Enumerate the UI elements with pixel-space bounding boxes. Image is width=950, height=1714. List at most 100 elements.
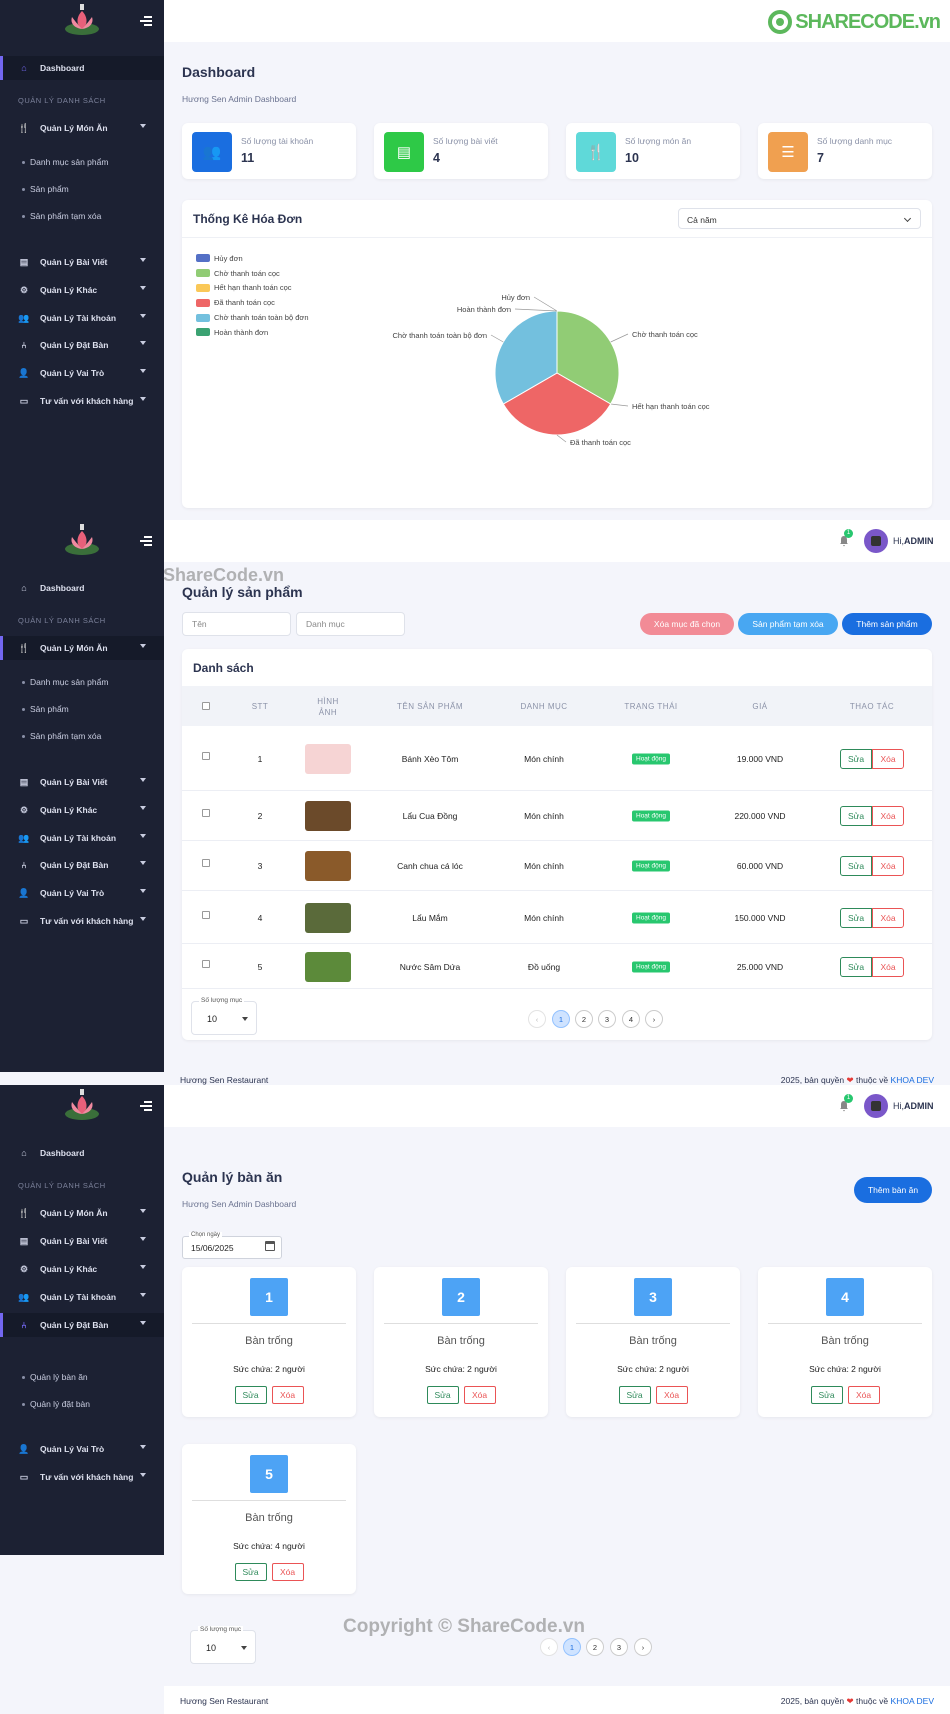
legend-item[interactable]: Hết hạn thanh toán cọc <box>196 281 309 296</box>
edit-button[interactable]: Sửa <box>840 806 872 826</box>
add-table-button[interactable]: Thêm bàn ăn <box>854 1177 932 1203</box>
legend-item[interactable]: Hoàn thành đơn <box>196 325 309 340</box>
sidebar-item-bai-viet[interactable]: ▤ Quản Lý Bài Viết <box>0 250 164 274</box>
menu-toggle-icon[interactable] <box>140 16 152 26</box>
trash-products-button[interactable]: Sản phẩm tạm xóa <box>738 613 838 635</box>
sidebar-item-dat-ban[interactable]: ⑃ Quản Lý Đặt Bàn <box>0 1313 164 1337</box>
prev-page-button[interactable]: ‹ <box>540 1638 558 1656</box>
sidebar-item-tu-van[interactable]: ▭ Tư vấn với khách hàng <box>0 389 164 413</box>
sidebar-item-tai-khoan[interactable]: 👥 Quản Lý Tài khoản <box>0 826 164 850</box>
footer-link[interactable]: KHOA DEV <box>890 1075 934 1085</box>
page-button[interactable]: 4 <box>622 1010 640 1028</box>
delete-button[interactable]: Xóa <box>271 1563 304 1581</box>
legend-item[interactable]: Chờ thanh toán cọc <box>196 266 309 281</box>
sidebar-item-khac[interactable]: ⚙ Quản Lý Khác <box>0 798 164 822</box>
bell-icon[interactable] <box>838 535 850 547</box>
delete-button[interactable]: Xóa <box>872 956 904 977</box>
edit-button[interactable]: Sửa <box>840 856 872 876</box>
sidebar-subitem-danh-muc[interactable]: Danh mục sản phẩm <box>22 677 108 687</box>
edit-button[interactable]: Sửa <box>234 1563 267 1581</box>
sidebar-item-bai-viet[interactable]: ▤ Quản Lý Bài Viết <box>0 1229 164 1253</box>
edit-button[interactable]: Sửa <box>234 1386 267 1404</box>
sidebar-item-dat-ban[interactable]: ⑃ Quản Lý Đặt Bàn <box>0 853 164 877</box>
delete-button[interactable]: Xóa <box>872 748 904 769</box>
sidebar-item-mon-an[interactable]: 🍴 Quản Lý Món Ăn <box>0 116 164 140</box>
delete-button[interactable]: Xóa <box>847 1386 880 1404</box>
sidebar-item-vai-tro[interactable]: 👤 Quản Lý Vai Trò <box>0 361 164 385</box>
add-product-button[interactable]: Thêm sản phẩm <box>842 613 932 635</box>
edit-button[interactable]: Sửa <box>840 907 872 928</box>
footer-link[interactable]: KHOA DEV <box>890 1696 934 1706</box>
sidebar-item-tu-van[interactable]: ▭ Tư vấn với khách hàng <box>0 1465 164 1489</box>
edit-button[interactable]: Sửa <box>840 956 872 977</box>
delete-button[interactable]: Xóa <box>271 1386 304 1404</box>
sidebar-item-dashboard[interactable]: ⌂ Dashboard <box>0 1141 164 1165</box>
next-page-button[interactable]: › <box>645 1010 663 1028</box>
sidebar-subitem-tam-xoa[interactable]: Sản phẩm tạm xóa <box>22 211 101 221</box>
sidebar-subitem-san-pham[interactable]: Sản phẩm <box>22 704 69 714</box>
row-checkbox[interactable] <box>202 809 210 817</box>
date-picker[interactable]: Chọn ngày 15/06/2025 <box>182 1232 282 1259</box>
sidebar-item-mon-an[interactable]: 🍴 Quản Lý Món Ăn <box>0 1201 164 1225</box>
delete-button[interactable]: Xóa <box>872 806 904 826</box>
page-button[interactable]: 3 <box>598 1010 616 1028</box>
edit-button[interactable]: Sửa <box>426 1386 459 1404</box>
sidebar-subitem-san-pham[interactable]: Sản phẩm <box>22 184 69 194</box>
delete-button[interactable]: Xóa <box>872 856 904 876</box>
row-checkbox[interactable] <box>202 751 210 760</box>
chevron-down-icon <box>140 861 146 865</box>
sidebar-item-dashboard[interactable]: ⌂ Dashboard <box>0 576 164 600</box>
legend-item[interactable]: Đã thanh toán cọc <box>196 295 309 310</box>
row-checkbox[interactable] <box>202 910 210 919</box>
page-button[interactable]: 2 <box>575 1010 593 1028</box>
bell-icon[interactable] <box>838 1100 850 1112</box>
sidebar-subitem-tam-xoa[interactable]: Sản phẩm tạm xóa <box>22 731 101 741</box>
delete-button[interactable]: Xóa <box>463 1386 496 1404</box>
page-button[interactable]: 1 <box>552 1010 570 1028</box>
filter-category-input[interactable]: Danh mục <box>296 612 405 636</box>
next-page-button[interactable]: › <box>634 1638 652 1656</box>
sidebar-item-tu-van[interactable]: ▭ Tư vấn với khách hàng <box>0 909 164 933</box>
sidebar-item-mon-an[interactable]: 🍴 Quản Lý Món Ăn <box>0 636 164 660</box>
row-checkbox[interactable] <box>202 959 210 968</box>
menu-toggle-icon[interactable] <box>140 536 152 546</box>
delete-selected-button[interactable]: Xóa mục đã chọn <box>640 613 734 635</box>
sidebar-item-khac[interactable]: ⚙ Quản Lý Khác <box>0 278 164 302</box>
sharecode-logo-icon <box>768 10 793 34</box>
per-page-select[interactable]: Số lượng mục 10 <box>190 1626 256 1664</box>
sidebar-item-dat-ban[interactable]: ⑃ Quản Lý Đặt Bàn <box>0 333 164 357</box>
menu-toggle-icon[interactable] <box>140 1101 152 1111</box>
prev-page-button[interactable]: ‹ <box>528 1010 546 1028</box>
sidebar-item-dashboard[interactable]: ⌂ Dashboard <box>0 56 164 80</box>
edit-button[interactable]: Sửa <box>840 748 872 769</box>
page-button[interactable]: 2 <box>586 1638 604 1656</box>
select-all-checkbox[interactable] <box>202 702 210 710</box>
legend-item[interactable]: Hủy đơn <box>196 251 309 266</box>
edit-button[interactable]: Sửa <box>810 1386 843 1404</box>
users-icon: 👥 <box>18 312 30 323</box>
product-thumbnail <box>305 743 351 774</box>
sidebar-item-tai-khoan[interactable]: 👥 Quản Lý Tài khoản <box>0 306 164 330</box>
avatar[interactable] <box>864 1094 888 1118</box>
sidebar-item-vai-tro[interactable]: 👤 Quản Lý Vai Trò <box>0 1437 164 1461</box>
sidebar-item-khac[interactable]: ⚙ Quản Lý Khác <box>0 1257 164 1281</box>
period-select[interactable]: Cả năm <box>678 208 921 229</box>
sidebar-subitem-ban-an[interactable]: Quản lý bàn ăn <box>22 1372 88 1382</box>
calendar-icon[interactable] <box>265 1241 275 1251</box>
chevron-down-icon <box>140 917 146 921</box>
per-page-select[interactable]: Số lượng mục 10 <box>191 997 257 1035</box>
page-button[interactable]: 3 <box>610 1638 628 1656</box>
sidebar-item-vai-tro[interactable]: 👤 Quản Lý Vai Trò <box>0 881 164 905</box>
sidebar-item-tai-khoan[interactable]: 👥 Quản Lý Tài khoản <box>0 1285 164 1309</box>
edit-button[interactable]: Sửa <box>618 1386 651 1404</box>
legend-item[interactable]: Chờ thanh toán toàn bộ đơn <box>196 310 309 325</box>
avatar[interactable] <box>864 529 888 553</box>
page-button[interactable]: 1 <box>563 1638 581 1656</box>
delete-button[interactable]: Xóa <box>872 907 904 928</box>
row-checkbox[interactable] <box>202 859 210 867</box>
filter-name-input[interactable]: Tên <box>182 612 291 636</box>
sidebar-subitem-danh-muc[interactable]: Danh mục sản phẩm <box>22 157 108 167</box>
delete-button[interactable]: Xóa <box>655 1386 688 1404</box>
sidebar-item-bai-viet[interactable]: ▤ Quản Lý Bài Viết <box>0 770 164 794</box>
sidebar-subitem-dat-ban[interactable]: Quản lý đặt bàn <box>22 1399 90 1409</box>
